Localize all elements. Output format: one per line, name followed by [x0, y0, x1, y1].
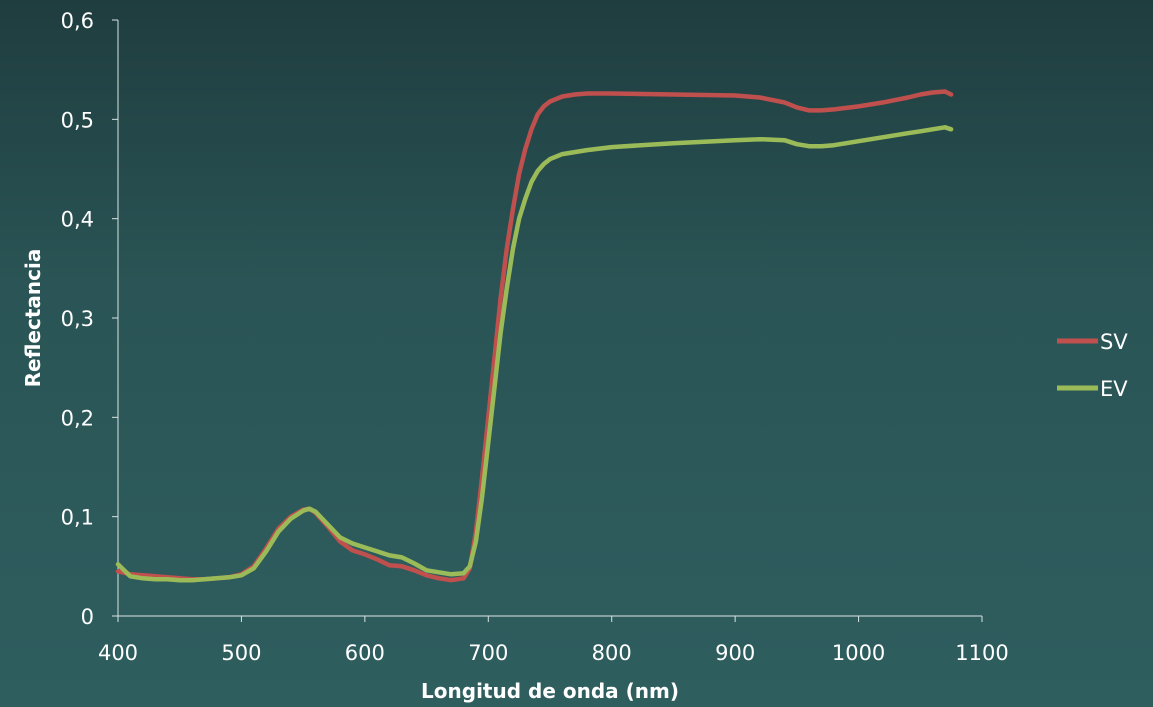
x-tick-label: 1000: [832, 641, 885, 665]
y-tick-label: 0,6: [61, 9, 94, 33]
y-tick-label: 0,4: [61, 208, 94, 232]
x-tick-label: 1100: [955, 641, 1008, 665]
y-tick-label: 0,5: [61, 108, 94, 132]
x-tick-label: 500: [221, 641, 261, 665]
x-tick-label: 600: [345, 641, 385, 665]
tick-labels: 0 0,1 0,2 0,3 0,4 0,5 0,6 400 500 600 700 800 900 100…: [61, 9, 1009, 665]
y-tick-label: 0,1: [61, 506, 94, 530]
y-axis-title: Reflectancia: [21, 249, 45, 388]
x-tick-label: 800: [592, 641, 632, 665]
y-tick-label: 0,3: [61, 307, 94, 331]
x-tick-label: 700: [468, 641, 508, 665]
legend-label-ev: EV: [1100, 377, 1128, 401]
series-line-sv: [115, 89, 954, 583]
legend-label-sv: SV: [1100, 330, 1128, 354]
x-axis-title: Longitud de onda (nm): [421, 679, 679, 703]
x-tick-label: 400: [98, 641, 138, 665]
legend: SV EV: [1057, 330, 1128, 401]
y-tick-label: 0: [81, 605, 94, 629]
series-lines: [115, 89, 954, 583]
series-line-ev: [115, 125, 954, 583]
y-tick-label: 0,2: [61, 406, 94, 430]
axes: [112, 19, 983, 622]
x-tick-label: 900: [715, 641, 755, 665]
